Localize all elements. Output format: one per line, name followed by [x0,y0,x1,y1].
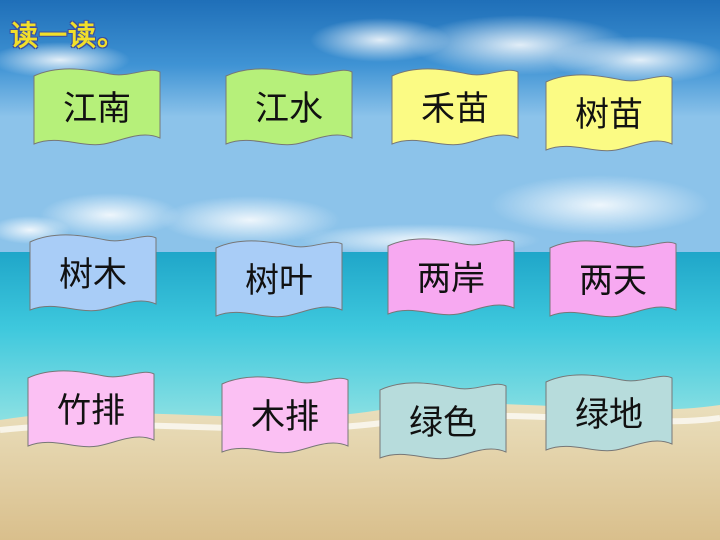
word-card-hemiao[interactable]: 禾苗 [388,66,522,148]
word-card-jiangnan[interactable]: 江南 [30,66,164,148]
word-label: 树苗 [575,94,643,135]
flag-shape [545,374,673,452]
word-label: 树木 [59,254,127,295]
word-label: 竹排 [57,390,125,431]
word-label: 绿色 [409,402,477,443]
flag-shape [379,382,507,460]
flag-shape [391,68,519,146]
word-label: 两岸 [417,258,485,299]
word-label: 树叶 [245,260,313,301]
word-label: 木排 [251,396,319,437]
flag-shape [545,74,673,152]
word-label: 江南 [63,88,131,129]
word-card-liangan[interactable]: 两岸 [384,236,518,318]
word-card-shumu[interactable]: 树木 [26,232,160,314]
word-card-zhupai[interactable]: 竹排 [24,368,158,450]
word-card-lvdi[interactable]: 绿地 [542,372,676,454]
word-label: 江水 [255,88,323,129]
word-card-liangtian[interactable]: 两天 [546,238,680,320]
word-card-jiangshui[interactable]: 江水 [222,66,356,148]
word-card-shuye[interactable]: 树叶 [212,238,346,320]
flag-shape [29,234,157,312]
flag-shape [221,376,349,454]
flag-shape [549,240,677,318]
flag-shape [225,68,353,146]
slide-title: 读一读。 [10,19,127,52]
word-card-lvse[interactable]: 绿色 [376,380,510,462]
word-label: 两天 [579,260,647,301]
word-label: 绿地 [575,394,643,435]
word-label: 禾苗 [421,88,489,129]
flag-shape [33,68,161,146]
flag-shape [387,238,515,316]
flag-shape [27,370,155,448]
word-card-mupai[interactable]: 木排 [218,374,352,456]
word-card-shumiao[interactable]: 树苗 [542,72,676,154]
flag-shape [215,240,343,318]
